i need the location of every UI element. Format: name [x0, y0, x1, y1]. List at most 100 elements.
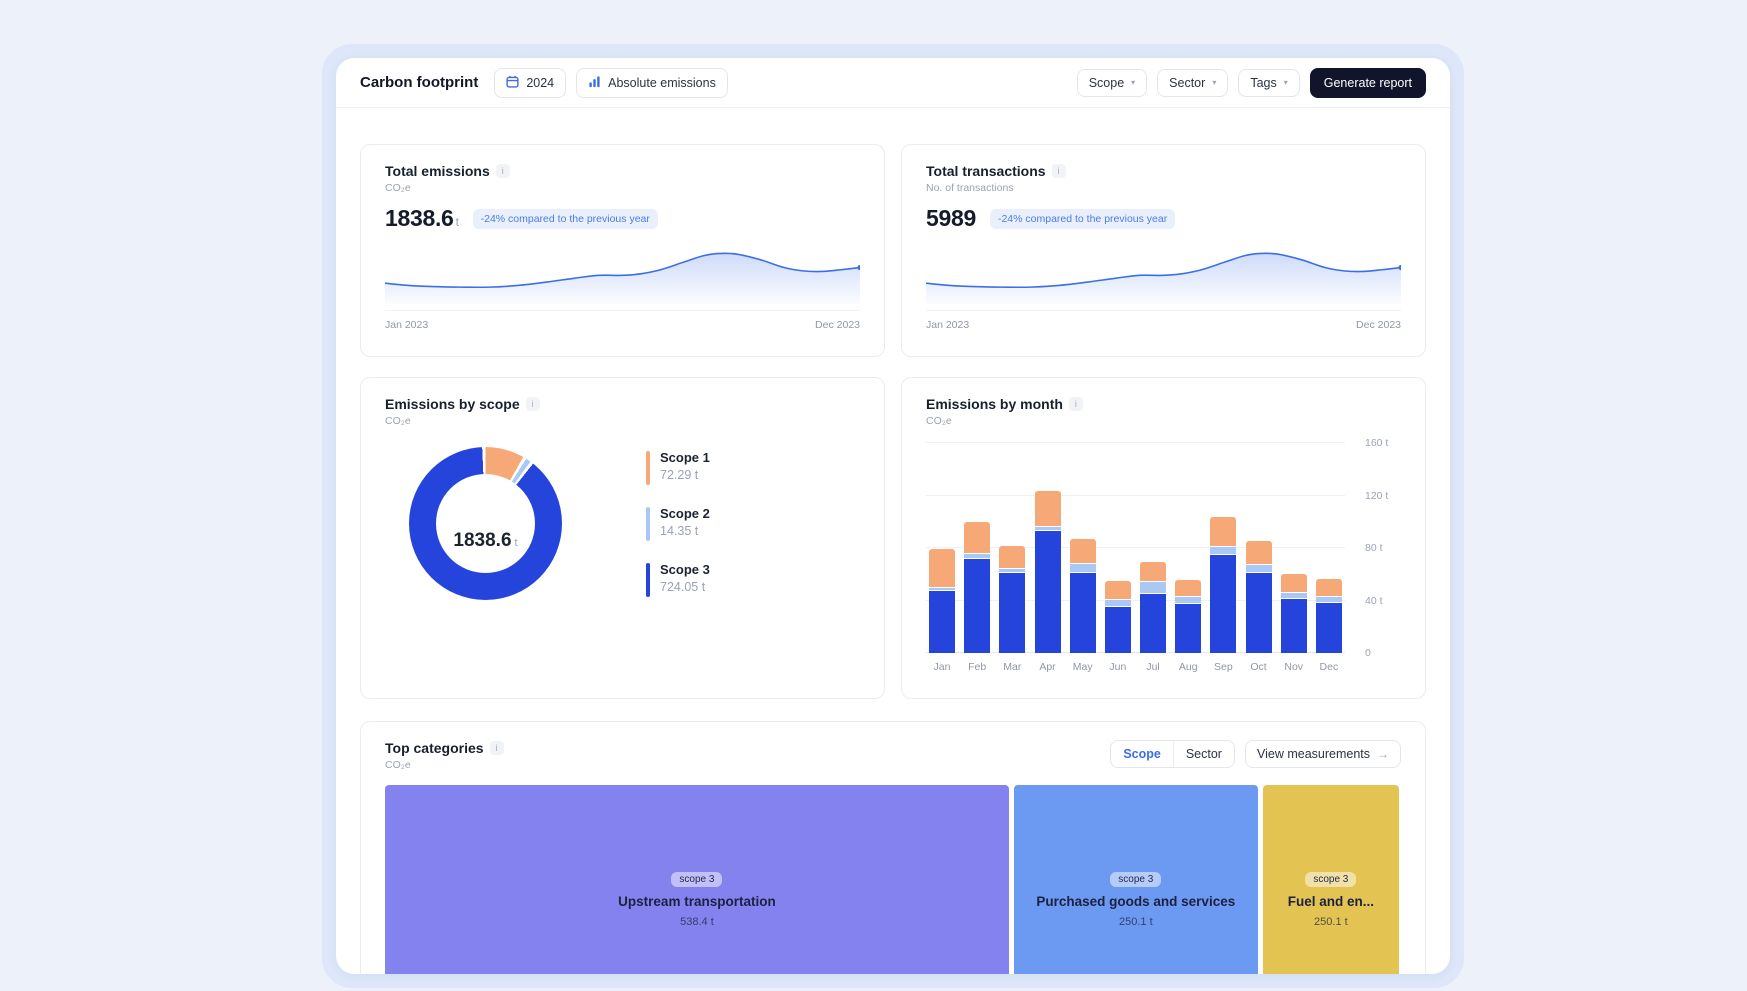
page-title: Carbon footprint	[360, 74, 479, 91]
month-label: Oct	[1250, 661, 1267, 673]
month-label: Jan	[933, 661, 951, 673]
bar-segment-scope-1	[1280, 573, 1307, 592]
bar-oct[interactable]	[1245, 540, 1272, 653]
treemap-tile-upstream-transportation[interactable]: scope 3 Upstream transportation 538.4 t	[385, 785, 1009, 974]
month-label: Jun	[1109, 661, 1127, 673]
toggle-option-scope[interactable]: Scope	[1123, 747, 1161, 761]
month-label: Feb	[968, 661, 987, 673]
scope-sector-toggle: Scope Sector	[1110, 740, 1235, 768]
bar-segment-scope-1	[1175, 580, 1202, 596]
emissions-by-scope-card: Emissions by scope i CO₂e 1838.6 t Scope…	[360, 377, 885, 699]
y-axis-labels: 0 40 t 80 t 120 t 160 t	[1353, 437, 1401, 659]
bar-segment-scope-3	[1104, 607, 1131, 653]
bar-jan[interactable]	[929, 548, 955, 653]
donut-center-unit: t	[514, 537, 518, 549]
info-icon[interactable]: i	[1051, 164, 1066, 178]
bar-plot-area	[926, 442, 1345, 653]
stacked-bar-chart: Jan Feb Mar Apr May Jun Jul Aug Sep Oct Nov Dec 0 40…	[926, 437, 1401, 673]
top-categories-card: Top categories i CO₂e Scope Sector V	[360, 721, 1426, 974]
y-tick-label: 120 t	[1365, 489, 1389, 502]
bar-segment-scope-1	[999, 546, 1026, 569]
scope-filter-dropdown[interactable]: Scope ▾	[1076, 68, 1148, 97]
gridline	[926, 547, 1345, 548]
legend-color-bar	[646, 563, 650, 597]
card-title: Top categories	[385, 740, 484, 756]
chevron-down-icon: ▾	[1212, 78, 1217, 87]
bar-may[interactable]	[1069, 539, 1096, 653]
bar-segment-scope-1	[1210, 517, 1237, 546]
sector-filter-label: Sector	[1169, 75, 1206, 90]
bar-apr[interactable]	[1034, 490, 1061, 653]
view-measurements-label: View measurements	[1256, 747, 1370, 761]
treemap-tile-fuel-and-en[interactable]: scope 3 Fuel and en... 250.1 t	[1262, 785, 1399, 974]
donut-center-value: 1838.6	[453, 530, 512, 551]
legend-value: 14.35 t	[660, 524, 699, 538]
treemap-tile-purchased-goods-and-services[interactable]: scope 3 Purchased goods and services 250.1…	[1013, 785, 1258, 974]
bar-segment-scope-1	[1315, 578, 1342, 596]
area-chart-svg	[926, 252, 1401, 304]
area-chart-total-transactions	[926, 238, 1401, 308]
area-chart-total-emissions	[385, 238, 860, 308]
bar-mar[interactable]	[999, 546, 1026, 653]
month-label: Aug	[1178, 661, 1198, 673]
info-icon[interactable]: i	[525, 397, 540, 411]
bar-segment-scope-1	[1069, 539, 1096, 564]
bar-segment-scope-2	[999, 569, 1026, 572]
emissions-by-month-card: Emissions by month i CO₂e Jan Feb Mar Apr Ma…	[901, 377, 1426, 699]
month-label: Mar	[1003, 661, 1022, 673]
month-label: Apr	[1039, 661, 1056, 673]
bar-jun[interactable]	[1104, 581, 1131, 653]
x-axis-end: Dec 2023	[1356, 319, 1401, 331]
bar-segment-scope-2	[1315, 596, 1342, 603]
bar-chart-icon	[588, 75, 601, 91]
info-icon[interactable]: i	[489, 741, 504, 755]
bar-segment-scope-3	[1140, 593, 1167, 653]
header: Carbon footprint 2024 Absolute emissions	[336, 58, 1450, 108]
tile-scope-badge: scope 3	[671, 872, 723, 887]
bar-feb[interactable]	[964, 522, 991, 653]
bar-segment-scope-3	[1034, 530, 1061, 653]
legend-color-bar	[646, 507, 650, 541]
calendar-icon	[506, 75, 519, 91]
header-filters: Scope ▾ Sector ▾ Tags ▾ Generate report	[1076, 67, 1426, 98]
info-icon[interactable]: i	[495, 164, 510, 178]
y-tick-label: 0	[1365, 647, 1371, 659]
dashboard-content: Total emissions i CO₂e 1838.6 t -24% comp…	[336, 108, 1450, 974]
legend-item-scope-1: Scope 1 72.29 t	[646, 450, 710, 485]
bar-jul[interactable]	[1140, 561, 1167, 653]
bar-segment-scope-1	[964, 522, 991, 553]
bar-dec[interactable]	[1315, 578, 1342, 653]
toggle-option-sector[interactable]: Sector	[1172, 741, 1234, 767]
tile-category-name: Upstream transportation	[618, 894, 776, 909]
bar-segment-scope-3	[1069, 572, 1096, 653]
emissions-view-button[interactable]: Absolute emissions	[576, 67, 728, 98]
dashboard-panel: Carbon footprint 2024 Absolute emissions	[336, 58, 1450, 974]
bar-aug[interactable]	[1175, 580, 1202, 653]
bar-sep[interactable]	[1210, 517, 1237, 653]
info-icon[interactable]: i	[1068, 397, 1083, 411]
view-measurements-button[interactable]: View measurements →	[1244, 740, 1401, 768]
sector-filter-dropdown[interactable]: Sector ▾	[1157, 68, 1229, 97]
bar-segment-scope-3	[1210, 554, 1237, 653]
comparison-badge: -24% compared to the previous year	[472, 208, 658, 229]
year-selector-button[interactable]: 2024	[494, 67, 567, 98]
total-transactions-value: 5989	[926, 205, 976, 231]
summary-row: Total emissions i CO₂e 1838.6 t -24% comp…	[360, 144, 1426, 357]
bar-segment-scope-2	[1280, 592, 1307, 599]
legend-label: Scope 3	[660, 562, 710, 577]
card-title: Emissions by scope	[385, 396, 520, 412]
x-axis-end: Dec 2023	[815, 319, 860, 331]
total-emissions-card: Total emissions i CO₂e 1838.6 t -24% comp…	[360, 144, 885, 357]
legend-label: Scope 2	[660, 506, 710, 521]
tags-filter-dropdown[interactable]: Tags ▾	[1238, 68, 1300, 97]
bar-segment-scope-2	[1175, 596, 1202, 604]
generate-report-button[interactable]: Generate report	[1309, 67, 1426, 98]
bar-segment-scope-3	[1175, 604, 1202, 653]
x-axis-start: Jan 2023	[926, 319, 970, 331]
scope-filter-label: Scope	[1088, 75, 1125, 90]
bar-segment-scope-2	[1104, 599, 1131, 607]
month-label: Jul	[1146, 661, 1160, 673]
donut-chart[interactable]: 1838.6 t	[409, 447, 562, 600]
bar-segment-scope-2	[1245, 565, 1272, 572]
bar-nov[interactable]	[1280, 573, 1307, 653]
